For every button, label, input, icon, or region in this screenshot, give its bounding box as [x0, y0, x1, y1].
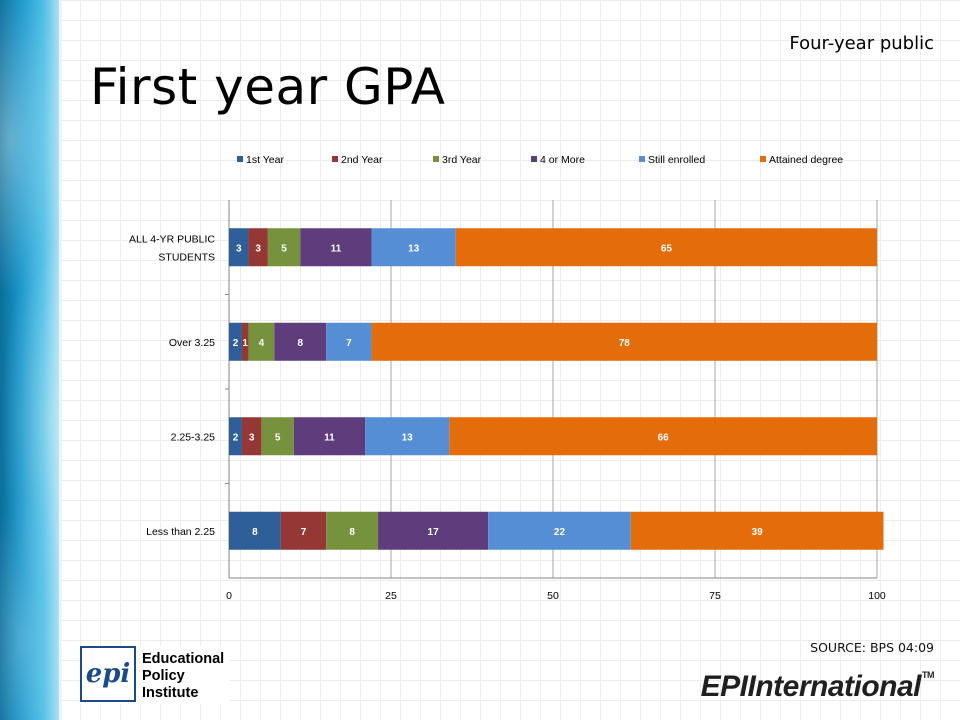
legend-swatch — [639, 156, 645, 162]
bar-segment — [488, 511, 631, 550]
epi-logo: epi Educational Policy Institute — [80, 646, 230, 704]
bar-segment — [365, 417, 450, 456]
legend-swatch — [760, 156, 766, 162]
x-tick-label: 75 — [709, 590, 721, 602]
legend-label: 2nd Year — [341, 154, 383, 166]
epi-logo-line-1: Educational — [142, 651, 225, 667]
bar-data-label: 66 — [658, 432, 670, 443]
bar-segment — [280, 511, 327, 550]
bar-segment — [378, 511, 489, 550]
legend-swatch — [237, 156, 243, 162]
x-tick-label: 100 — [868, 590, 886, 602]
bar-data-label: 3 — [255, 243, 261, 254]
bar-segment — [630, 511, 884, 550]
epi-logo-line-2: Policy — [142, 668, 185, 684]
bar-segment — [326, 511, 379, 550]
bar-segment — [300, 228, 372, 267]
epi-logo-mark: epi — [80, 646, 136, 702]
bar-segment — [261, 417, 294, 456]
bar-data-label: 7 — [301, 527, 307, 538]
x-tick-label: 25 — [385, 590, 397, 602]
epi-international-logo: EPIInternationalTM — [700, 670, 935, 704]
y-category-label: STUDENTS — [158, 251, 215, 263]
y-category-label: Less than 2.25 — [146, 526, 215, 538]
bar-data-label: 7 — [346, 338, 352, 349]
epi-international-word: International — [747, 670, 921, 703]
bar-data-label: 2 — [233, 432, 239, 443]
bar-data-label: 2 — [233, 338, 239, 349]
bar-data-label: 78 — [619, 338, 631, 349]
trademark-mark: TM — [922, 670, 935, 680]
source-note: SOURCE: BPS 04:09 — [810, 640, 934, 655]
bar-data-label: 13 — [402, 432, 414, 443]
bar-data-label: 8 — [349, 527, 355, 538]
side-band-edge — [59, 0, 62, 720]
y-category-label: 2.25-3.25 — [171, 431, 216, 443]
decorative-side-band — [0, 0, 62, 720]
legend-label: Still enrolled — [648, 154, 705, 166]
legend-swatch — [531, 156, 537, 162]
bar-segment — [241, 322, 249, 361]
bar-data-label: 3 — [249, 432, 255, 443]
legend-swatch — [332, 156, 338, 162]
side-band-highlight — [0, 0, 62, 720]
legend-label: 3rd Year — [442, 154, 482, 166]
bar-segment — [274, 322, 327, 361]
bar-segment — [326, 322, 372, 361]
bar-data-label: 4 — [259, 338, 265, 349]
bar-data-label: 1 — [242, 338, 248, 349]
x-tick-label: 0 — [226, 590, 232, 602]
bar-segment — [293, 417, 366, 456]
bar-data-label: 13 — [408, 243, 420, 254]
legend-label: 4 or More — [540, 154, 585, 166]
bar-data-label: 65 — [661, 243, 673, 254]
epi-logo-line-3: Institute — [142, 685, 199, 701]
bar-segment — [248, 322, 275, 361]
bar-data-label: 8 — [297, 338, 303, 349]
bar-segment — [229, 322, 242, 361]
bar-data-label: 11 — [331, 243, 342, 254]
slide-subtitle: Four-year public — [789, 33, 934, 54]
bar-data-label: 39 — [752, 527, 764, 538]
bar-data-label: 17 — [428, 527, 440, 538]
slide-title: First year GPA — [90, 58, 446, 116]
bar-data-label: 5 — [281, 243, 287, 254]
bar-segment — [267, 228, 301, 267]
x-tick-label: 50 — [547, 590, 559, 602]
y-category-label: ALL 4-YR PUBLIC — [129, 233, 215, 245]
bar-segment — [248, 228, 268, 267]
legend-label: 1st Year — [246, 154, 284, 166]
bar-segment — [371, 322, 877, 361]
legend-swatch — [433, 156, 439, 162]
bar-segment — [449, 417, 877, 456]
bar-data-label: 3 — [236, 243, 242, 254]
stacked-bar-chart: 1st Year 2nd Year 3rd Year 4 or More Still e… — [129, 154, 886, 602]
bar-segment — [371, 228, 456, 267]
bar-segment — [229, 417, 242, 456]
bar-data-label: 22 — [554, 527, 566, 538]
bar-data-label: 11 — [324, 432, 335, 443]
bar-segment — [229, 228, 249, 267]
epi-logo-text: Educational Policy Institute — [142, 651, 224, 702]
bar-segment — [241, 417, 262, 456]
y-category-label: Over 3.25 — [169, 337, 215, 349]
bar-segment — [455, 228, 877, 267]
bar-data-label: 8 — [252, 527, 258, 538]
bar-segment — [229, 511, 281, 550]
bar-data-label: 5 — [275, 432, 281, 443]
legend-label: Attained degree — [769, 154, 843, 166]
epi-international-prefix: EPI — [700, 670, 748, 703]
